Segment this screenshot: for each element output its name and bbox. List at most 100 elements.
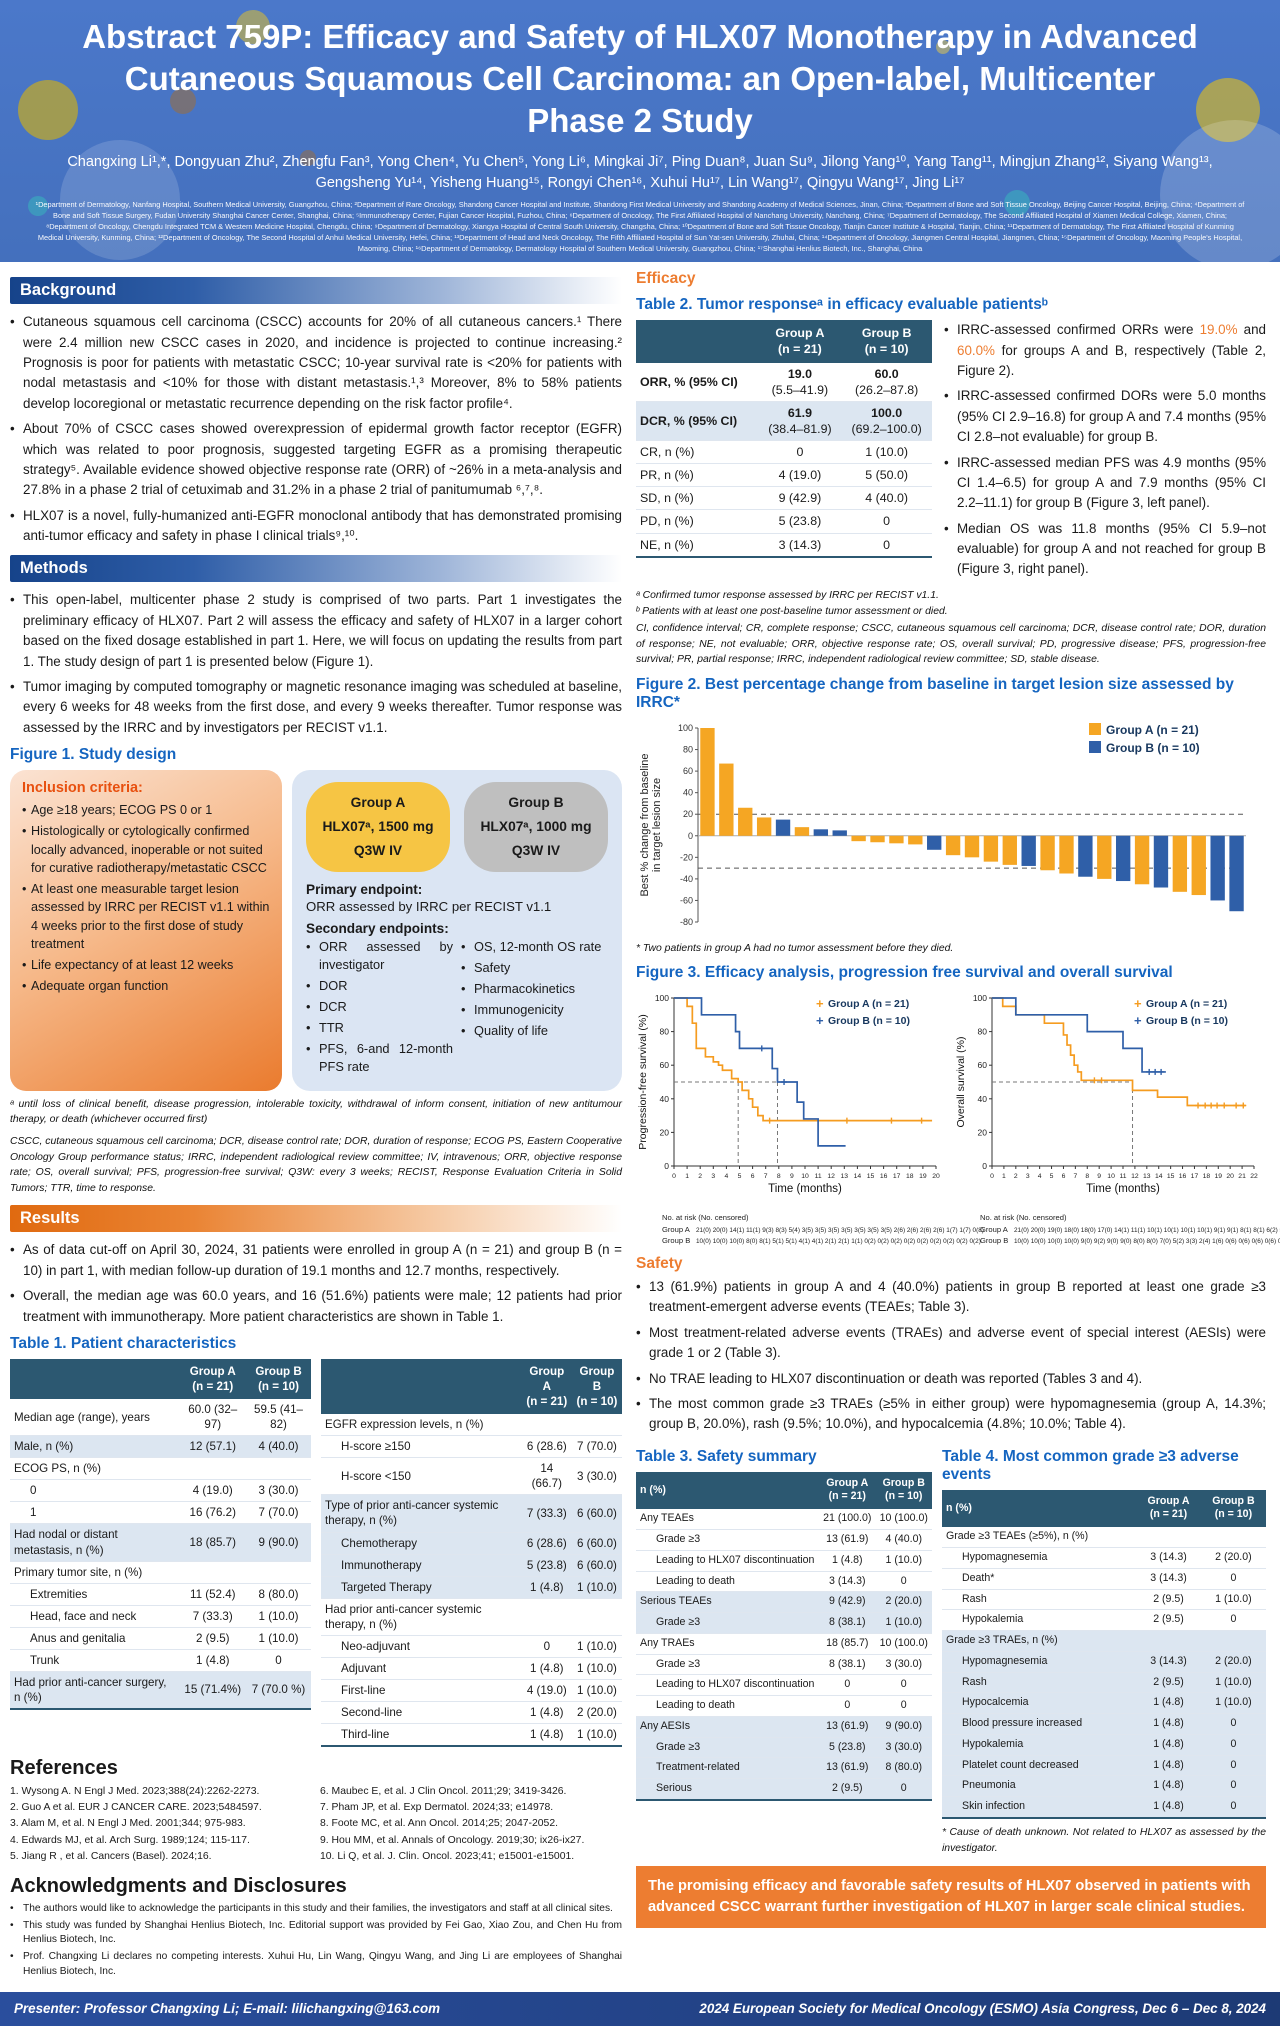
table-row-label: 1 (10, 1501, 180, 1525)
table-row: Platelet count decreased 1 (4.8) 0 (942, 1755, 1266, 1777)
bullet-item: • Safety (461, 959, 608, 977)
waterfall-bar-group-b (927, 835, 942, 850)
svg-text:9: 9 (790, 1173, 794, 1180)
table-row: Grade ≥3 8 (38.1) 3 (30.0) (636, 1654, 932, 1676)
svg-text:Time (months): Time (months) (1086, 1183, 1160, 1195)
table-row: Anus and genitalia 2 (9.5) 1 (10.0) (10, 1627, 311, 1650)
table-row: Grade ≥3 TEAEs (≥5%), n (%) (942, 1527, 1266, 1548)
bullet-item: • 13 (61.9%) patients in group A and 4 (4… (636, 1277, 1266, 1318)
table-header-cell: Group A (n = 21) (521, 1358, 572, 1415)
table-cell-value: 6 (60.0) (571, 1532, 622, 1555)
svg-text:+: + (1134, 996, 1142, 1011)
table-row: CR, n (%) 0 1 (10.0) (636, 440, 932, 465)
footer-presenter: Presenter: Professor Changxing Li; E-mai… (14, 2001, 441, 2017)
bullet-dot: • (10, 678, 15, 694)
table-row-label: DCR, % (95% CI) (636, 401, 759, 442)
table-cell-value: 6 (28.6) (521, 1435, 572, 1459)
table-cell-value: 2 (20.0) (1200, 1547, 1266, 1569)
bullet-item: • DOR (306, 977, 453, 995)
table-row-label: Hypokalemia (942, 1609, 1137, 1632)
svg-text:18: 18 (906, 1173, 914, 1180)
table-cell-value: 10 (100.0) (875, 1633, 932, 1655)
poster-title: Abstract 759P: Efficacy and Safety of HL… (34, 16, 1246, 143)
waterfall-bar-group-a (1097, 835, 1112, 879)
table-header-cell: Group B (n = 10) (1200, 1489, 1266, 1528)
waterfall-bar-group-b (1153, 835, 1169, 888)
table-cell-value: 0 (1200, 1755, 1266, 1777)
table-row: Type of prior anti-cancer systemic thera… (321, 1494, 622, 1533)
svg-text:0: 0 (982, 1161, 987, 1171)
table-row: Hypokalemia 1 (4.8) 0 (942, 1734, 1266, 1756)
bullet-dot: • (636, 1395, 641, 1411)
bullet-item: • Immunogenicity (461, 1001, 608, 1019)
bullet-dot: • (461, 981, 466, 997)
table-cell-value: 1 (10.0) (571, 1635, 622, 1658)
table-row: Head, face and neck 7 (33.3) 1 (10.0) (10, 1605, 311, 1628)
table-cell-value: 2 (9.5) (1136, 1672, 1201, 1694)
table-cell-value: 1 (4.8) (819, 1550, 876, 1572)
table-cell-value: 1 (4.8) (1136, 1755, 1201, 1777)
table-cell-value: 0 (1200, 1713, 1266, 1735)
table-cell-value: 8 (38.1) (819, 1654, 876, 1676)
table-row-label: Third-line (321, 1723, 522, 1748)
table-cell-value: 4 (40.0) (246, 1435, 311, 1459)
table-cell-value: 1 (4.8) (1136, 1775, 1201, 1798)
table-cell-value: 4 (19.0) (758, 463, 842, 488)
group-a-name: Group A (350, 795, 406, 811)
table-cell-value: 0 (1200, 1609, 1266, 1632)
table-row-label: Anus and genitalia (10, 1627, 180, 1650)
table-cell-value (246, 1457, 311, 1481)
table-row-label: Had nodal or distant metastasis, n (%) (10, 1523, 180, 1562)
table-cell-value: 1 (10.0) (841, 440, 932, 465)
bullet-dot: • (22, 958, 27, 973)
bullet-item: • Life expectancy of at least 12 weeks (22, 956, 270, 974)
bullet-text: Cutaneous squamous cell carcinoma (CSCC)… (23, 314, 622, 411)
table-cell-value: 6 (60.0) (571, 1494, 622, 1533)
table-row-label: Hypomagnesemia (942, 1547, 1137, 1569)
svg-text:20: 20 (660, 1128, 670, 1138)
waterfall-bar-group-b (832, 830, 847, 836)
svg-text:0: 0 (664, 1161, 669, 1171)
table-cell-value: 1 (10.0) (571, 1679, 622, 1703)
table-cell-value: 2 (20.0) (571, 1701, 622, 1725)
table-cell-value (1200, 1527, 1266, 1548)
bullet-text: DCR (319, 999, 347, 1015)
table-cell-value: 60.0 (32–97) (179, 1399, 247, 1437)
table-cell-value: 1 (4.8) (1136, 1734, 1201, 1756)
references-list: 1. Wysong A. N Engl J Med. 2023;388(24):… (10, 1784, 622, 1865)
table-row: Death* 3 (14.3) 0 (942, 1568, 1266, 1590)
table-cell-value (246, 1561, 311, 1584)
inclusion-criteria-box: Inclusion criteria: • Age ≥18 years; ECOG… (10, 770, 282, 1091)
header-decoration-circle (170, 88, 196, 114)
table-cell-value: 3 (14.3) (819, 1571, 876, 1593)
table-row-label: Second-line (321, 1701, 522, 1725)
waterfall-bar-group-a (700, 727, 715, 836)
bullet-dot: • (22, 979, 27, 994)
table-row: Extremities 11 (52.4) 8 (80.0) (10, 1583, 311, 1606)
waterfall-bar-group-a (1040, 835, 1055, 871)
bullet-item: • Cutaneous squamous cell carcinoma (CSCC… (10, 312, 622, 414)
header-decoration-circle (300, 150, 316, 166)
table-cell-value: 1 (10.0) (875, 1550, 932, 1572)
table-row: Any AESIs 13 (61.9) 9 (90.0) (636, 1716, 932, 1738)
table-cell-value: 0 (841, 509, 932, 534)
table-cell-value: 0 (841, 533, 932, 558)
svg-text:100: 100 (973, 993, 987, 1003)
table-row-label: Serious TEAEs (636, 1591, 820, 1614)
table-cell-value: 18 (85.7) (819, 1633, 876, 1655)
svg-text:10: 10 (801, 1173, 809, 1180)
poster-title-line: Phase 2 Study (527, 102, 753, 140)
figure1-study-design: Inclusion criteria: • Age ≥18 years; ECOG… (10, 770, 622, 1091)
table4-title: Table 4. Most common grade ≥3 adverse ev… (942, 1447, 1239, 1483)
table-row: Rash 2 (9.5) 1 (10.0) (942, 1672, 1266, 1694)
reference-item: 10. Li Q, et al. J. Clin. Oncol. 2023;41… (320, 1850, 575, 1862)
table-row-label: ORR, % (95% CI) (636, 362, 759, 402)
svg-text:7: 7 (764, 1173, 768, 1180)
table-cell-value: 2 (9.5) (179, 1627, 247, 1650)
svg-text:3: 3 (711, 1173, 715, 1180)
waterfall-bar-group-a (794, 826, 810, 836)
table-cell-value: 4 (40.0) (841, 486, 932, 511)
references-col1: 1. Wysong A. N Engl J Med. 2023;388(24):… (10, 1784, 312, 1865)
inclusion-criteria-list: • Age ≥18 years; ECOG PS 0 or 1 • Histologi… (22, 801, 270, 996)
